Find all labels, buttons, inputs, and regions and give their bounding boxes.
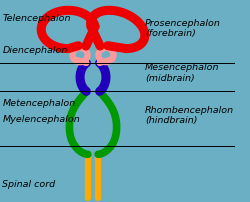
Text: Diencephalon: Diencephalon	[2, 46, 68, 55]
Text: Myelencephalon: Myelencephalon	[2, 115, 80, 124]
Text: Telencephalon: Telencephalon	[2, 14, 71, 23]
Text: Prosencephalon
(forebrain): Prosencephalon (forebrain)	[145, 19, 221, 38]
Text: Mesencephalon
(midbrain): Mesencephalon (midbrain)	[145, 63, 219, 82]
Text: Spinal cord: Spinal cord	[2, 179, 56, 188]
Text: Rhombencephalon
(hindbrain): Rhombencephalon (hindbrain)	[145, 105, 234, 125]
Text: Metencephalon: Metencephalon	[2, 99, 76, 107]
